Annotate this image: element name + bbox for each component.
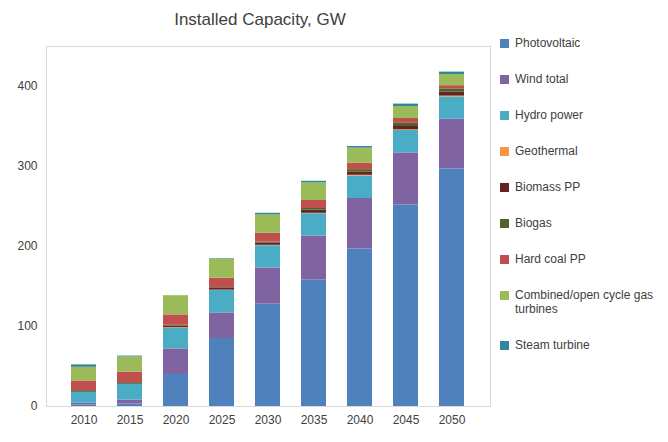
svg-text:2040: 2040 [347, 413, 374, 427]
html-text:Combined/open cycle gas turbin: Combined/open cycle gas turbines [515, 288, 654, 316]
html-text:Photovoltaic: Photovoltaic [515, 36, 581, 50]
html-text:Steam turbine: Steam turbine [515, 338, 590, 352]
svg-text:2030: 2030 [255, 413, 282, 427]
html-text:Biomass PP: Biomass PP [515, 180, 581, 194]
html-text:Geothermal: Geothermal [515, 144, 578, 158]
svg-text:0: 0 [31, 399, 38, 413]
svg-text:2020: 2020 [163, 413, 190, 427]
svg-text:2010: 2010 [71, 413, 98, 427]
svg-text:400: 400 [17, 79, 37, 93]
svg-text:200: 200 [17, 239, 37, 253]
html-text:Biogas: Biogas [515, 216, 552, 230]
html-text:Wind total: Wind total [515, 72, 569, 86]
svg-text:2025: 2025 [209, 413, 236, 427]
svg-text:2035: 2035 [301, 413, 328, 427]
svg-text:300: 300 [17, 159, 37, 173]
svg-text:2015: 2015 [117, 413, 144, 427]
html-text:Installed Capacity, GW: Installed Capacity, GW [174, 10, 346, 29]
svg-text:100: 100 [17, 319, 37, 333]
svg-text:2050: 2050 [439, 413, 466, 427]
html-text:Hard coal PP: Hard coal PP [515, 252, 586, 266]
svg-text:2045: 2045 [393, 413, 420, 427]
html-text:Hydro power: Hydro power [515, 108, 583, 122]
